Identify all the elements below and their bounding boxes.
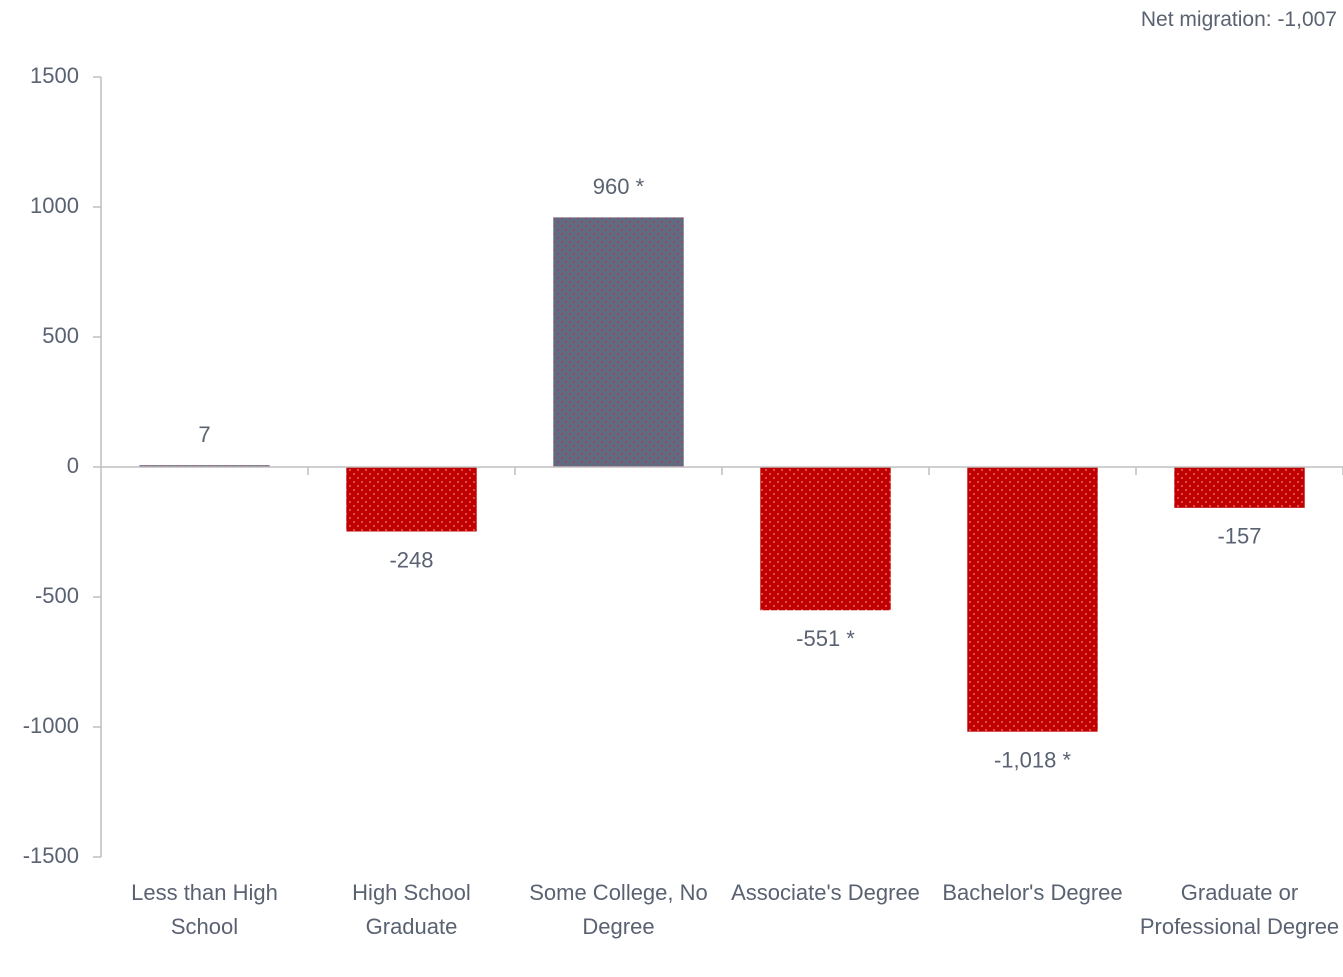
x-tick-label: Associate's Degree <box>731 880 920 905</box>
y-tick-label: 0 <box>67 453 79 478</box>
y-tick-label: 500 <box>42 323 79 348</box>
x-tick-label: Less than High School <box>131 880 278 939</box>
x-tick-label: Bachelor's Degree <box>942 880 1123 905</box>
y-tick-label: -500 <box>35 583 79 608</box>
x-tick-label: High School Graduate <box>352 880 471 939</box>
x-tick-label: Some College, No Degree <box>529 880 708 939</box>
y-tick-label: 1000 <box>30 193 79 218</box>
data-label: -551 * <box>796 626 855 651</box>
data-label: -248 <box>389 547 433 572</box>
bar <box>139 465 270 467</box>
y-tick-label: -1000 <box>23 713 79 738</box>
data-label: 7 <box>198 422 210 447</box>
bar <box>346 467 477 532</box>
bar <box>1174 467 1305 508</box>
bar <box>967 467 1098 732</box>
bar <box>760 467 891 611</box>
annotation: Net migration: -1,007 <box>1140 8 1337 31</box>
data-label: -157 <box>1217 524 1261 549</box>
x-tick-label: Graduate or Professional Degree <box>1139 880 1340 939</box>
bar <box>553 217 684 467</box>
data-label: -1,018 * <box>994 747 1071 772</box>
y-tick-label: -1500 <box>23 843 79 868</box>
y-tick-label: 1500 <box>30 63 79 88</box>
data-label: 960 * <box>593 174 645 199</box>
